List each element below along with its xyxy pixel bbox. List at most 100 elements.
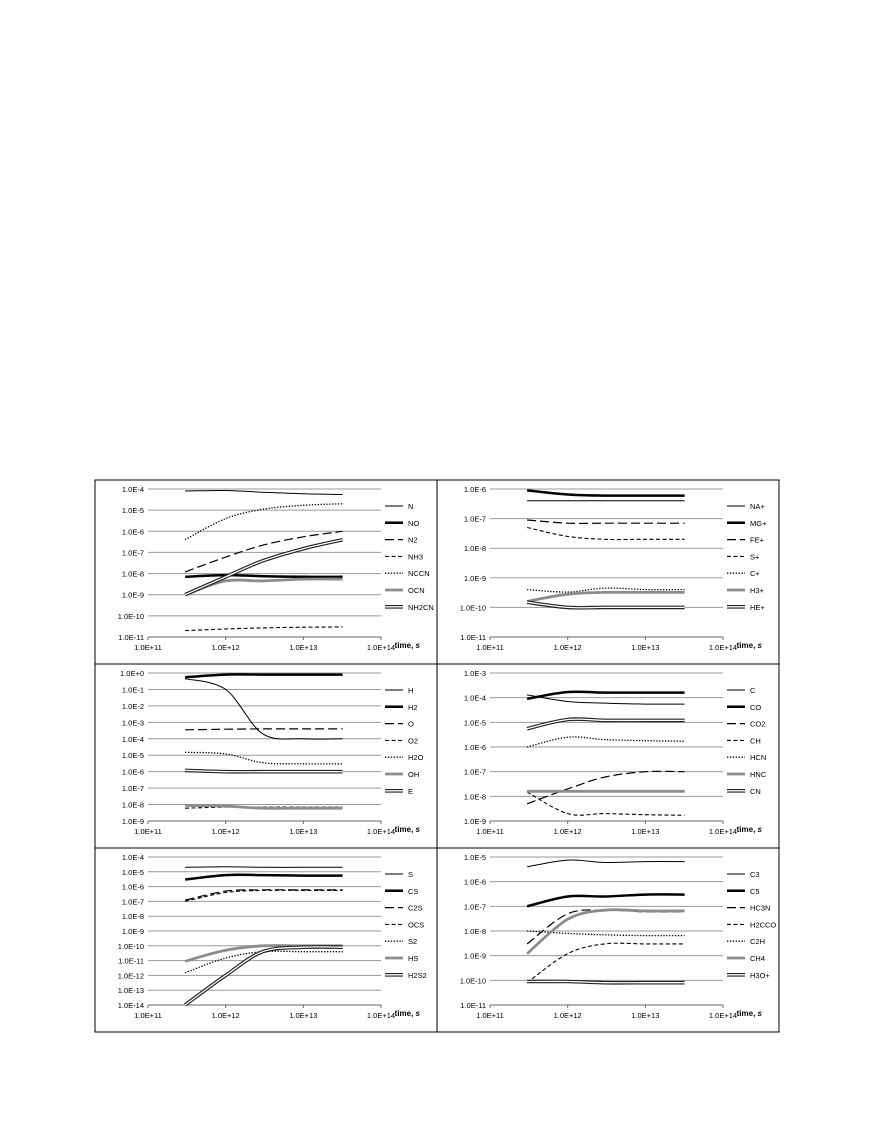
series-line-inner-HE+: [527, 601, 685, 609]
x-tick-label: 1.0E+11: [134, 643, 162, 652]
x-tick-label: 1.0E+12: [212, 827, 240, 836]
x-tick-label: 1.0E+14: [709, 643, 737, 652]
y-tick-label: 1.0E-7: [122, 784, 144, 793]
x-tick-label: 1.0E+12: [212, 1011, 240, 1020]
y-tick-label: 1.0E+0: [120, 669, 144, 678]
y-tick-label: 1.0E-11: [460, 1001, 486, 1010]
panel-border: [94, 663, 438, 849]
legend-label: HNC: [750, 770, 767, 779]
series-line-H3+: [526, 590, 685, 603]
chart-panel-top-left: 1.0E-4 1.0E-5 1.0E-6 1.0E-7 1.0E-8 1.0E-9 1.0E…: [94, 479, 438, 665]
series-line-HCN: [526, 736, 685, 748]
series-line-N: [185, 489, 343, 495]
y-tick-label: 1.0E-3: [122, 718, 144, 727]
series-line-H: [184, 678, 343, 740]
legend-label: H3O+: [750, 971, 770, 980]
legend-label: NH2CN: [408, 603, 434, 612]
y-tick-label: 1.0E-8: [464, 544, 486, 553]
chart-panel-middle-right: 1.0E-3 1.0E-4 1.0E-5 1.0E-6 1.0E-7 1.0E-8 1.0E…: [436, 663, 780, 849]
x-tick-label: 1.0E+12: [554, 827, 582, 836]
x-tick-label: 1.0E+14: [367, 1011, 395, 1020]
series-line-N2: [184, 530, 343, 573]
y-tick-label: 1.0E-5: [464, 718, 486, 727]
x-tick-label: 1.0E+13: [289, 1011, 317, 1020]
legend-label: CH4: [750, 954, 765, 963]
series-line-S+: [526, 526, 685, 541]
legend-label: NCCN: [408, 569, 430, 578]
x-tick-label: 1.0E+12: [554, 643, 582, 652]
legend-label: MG+: [750, 519, 767, 528]
x-tick-label: 1.0E+11: [134, 1011, 162, 1020]
y-tick-label: 1.0E-11: [460, 633, 486, 642]
legend-label: CO2: [750, 720, 765, 729]
chart-panel-bottom-right: 1.0E-5 1.0E-6 1.0E-7 1.0E-8 1.0E-9 1.0E-10 1.0…: [436, 847, 780, 1033]
y-tick-label: 1.0E-6: [122, 883, 144, 892]
y-tick-label: 1.0E-8: [122, 912, 144, 921]
y-tick-label: 1.0E-4: [464, 694, 486, 703]
y-tick-label: 1.0E-13: [118, 986, 144, 995]
series-line-CO2: [526, 770, 685, 805]
legend-label: H: [408, 686, 413, 695]
y-tick-label: 1.0E-7: [464, 515, 486, 524]
y-tick-label: 1.0E-7: [464, 768, 486, 777]
series-line-CO: [526, 690, 685, 701]
legend-label: S: [408, 870, 413, 879]
x-axis-label: time, s: [737, 1009, 763, 1018]
x-axis-label: time, s: [395, 825, 421, 834]
x-tick-label: 1.0E+11: [476, 643, 504, 652]
panel-border: [436, 663, 780, 849]
legend-label: OCN: [408, 586, 425, 595]
x-axis-label: time, s: [395, 641, 421, 650]
series-line-inner-H2S2: [184, 946, 343, 1006]
y-tick-label: 1.0E-4: [122, 853, 144, 862]
legend-label: HCN: [750, 753, 766, 762]
y-tick-label: 1.0E-11: [118, 957, 144, 966]
x-tick-label: 1.0E+13: [631, 643, 659, 652]
legend-label: H3+: [750, 586, 765, 595]
legend-label: HE+: [750, 603, 765, 612]
y-tick-label: 1.0E-14: [118, 1001, 144, 1010]
x-tick-label: 1.0E+12: [212, 643, 240, 652]
y-tick-label: 1.0E-10: [460, 603, 486, 612]
y-tick-label: 1.0E-2: [122, 702, 144, 711]
legend-label: O2: [408, 736, 418, 745]
y-tick-label: 1.0E-9: [122, 927, 144, 936]
legend-label: C: [750, 686, 756, 695]
y-tick-label: 1.0E-8: [464, 927, 486, 936]
y-tick-label: 1.0E-9: [464, 817, 486, 826]
y-tick-label: 1.0E-4: [122, 735, 144, 744]
series-line-C+: [527, 587, 685, 593]
y-tick-label: 1.0E-8: [122, 570, 144, 579]
series-line-inner-NH2CN: [184, 539, 343, 596]
y-tick-label: 1.0E-6: [464, 743, 486, 752]
y-tick-label: 1.0E-9: [122, 591, 144, 600]
y-tick-label: 1.0E-9: [122, 817, 144, 826]
legend-label: CN: [750, 787, 761, 796]
legend-label: NO: [408, 519, 419, 528]
series-line-S: [185, 866, 343, 868]
y-tick-label: 1.0E-10: [118, 942, 144, 951]
legend-label: NA+: [750, 502, 765, 511]
y-tick-label: 1.0E-9: [464, 574, 486, 583]
chart-panel-top-right: 1.0E-61.0E-71.0E-81.0E-91.0E-101.0E-111.…: [436, 479, 780, 665]
series-line-inner-E: [185, 769, 343, 773]
legend-label: HS: [408, 954, 418, 963]
series-line-CH4: [526, 908, 685, 955]
x-tick-label: 1.0E+13: [289, 827, 317, 836]
x-tick-label: 1.0E+13: [631, 1011, 659, 1020]
series-line-NH3: [185, 626, 343, 632]
legend-label: CO: [750, 703, 761, 712]
legend-label: N: [408, 502, 413, 511]
y-tick-label: 1.0E-11: [118, 633, 144, 642]
legend-label: OH: [408, 770, 419, 779]
panel-border: [436, 847, 780, 1033]
legend-label: E: [408, 787, 413, 796]
legend-label: C3: [750, 870, 760, 879]
y-tick-label: 1.0E-7: [122, 548, 144, 557]
y-tick-label: 1.0E-6: [464, 485, 486, 494]
legend-label: C2H: [750, 937, 765, 946]
series-line-NO: [185, 573, 343, 579]
y-tick-label: 1.0E-6: [122, 768, 144, 777]
legend-label: C5: [750, 887, 760, 896]
